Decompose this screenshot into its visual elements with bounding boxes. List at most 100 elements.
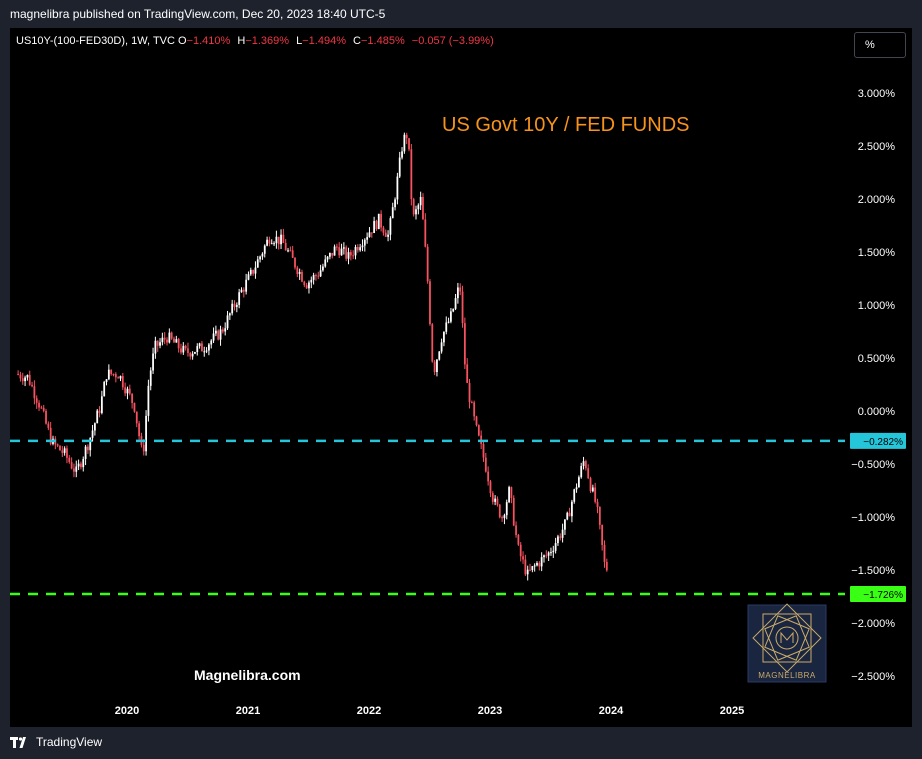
- candle-body: [226, 315, 229, 329]
- candle-body: [403, 134, 406, 152]
- candle-body: [247, 274, 250, 280]
- candle-body: [182, 345, 185, 353]
- candle-body: [566, 512, 569, 520]
- publish-info: magnelibra published on TradingView.com,…: [10, 7, 386, 21]
- candle-body: [245, 279, 248, 292]
- candle-body: [170, 332, 173, 339]
- tradingview-logo-icon: [10, 736, 26, 748]
- candle-body: [454, 298, 457, 309]
- candle-body: [554, 543, 557, 551]
- legend-low-value: −1.494%: [302, 35, 346, 47]
- candle-body: [557, 536, 559, 544]
- candle-body: [326, 256, 329, 260]
- candle-body: [463, 323, 466, 365]
- legend-symbol[interactable]: US10Y-(100-FED30D), 1W, TVC: [16, 35, 175, 47]
- candle-body: [415, 209, 417, 215]
- candle-body: [447, 321, 450, 323]
- candle-body: [589, 478, 592, 492]
- candle-body: [496, 498, 499, 505]
- y-tick-label: 0.000%: [858, 406, 896, 418]
- tradingview-brand[interactable]: TradingView: [10, 735, 102, 749]
- candle-body: [315, 275, 317, 277]
- percent-scale-button[interactable]: %: [854, 32, 906, 58]
- candle-body: [522, 556, 524, 560]
- price-label-badge: [850, 432, 906, 449]
- candle-body: [580, 466, 583, 478]
- candle-body: [361, 245, 364, 248]
- candle-body: [212, 333, 215, 341]
- candle-body: [552, 550, 555, 553]
- y-tick-label: −0.500%: [851, 459, 895, 471]
- candle-body: [601, 524, 604, 545]
- candle-body: [100, 396, 103, 413]
- candle-body: [426, 246, 429, 282]
- candle-body: [461, 291, 464, 324]
- percent-scale-label: %: [865, 39, 875, 51]
- candle-body: [59, 445, 61, 451]
- candle-body: [31, 384, 33, 387]
- candle-body: [228, 313, 231, 316]
- candle-body: [26, 374, 29, 378]
- candle-body: [559, 536, 562, 538]
- candle-body: [384, 232, 387, 237]
- candle-body: [524, 559, 527, 575]
- candle-body: [382, 227, 385, 233]
- candle-body: [417, 205, 420, 210]
- candle-body: [166, 339, 168, 343]
- candle-body: [373, 220, 376, 234]
- candle-body: [63, 448, 66, 453]
- candle-body: [508, 487, 510, 503]
- candle-body: [338, 247, 341, 256]
- candle-body: [380, 213, 382, 228]
- candle-body: [173, 338, 175, 343]
- candle-body: [443, 331, 445, 343]
- candle-body: [180, 348, 182, 353]
- candle-body: [424, 219, 427, 247]
- candle-body: [510, 487, 513, 498]
- candle-body: [21, 378, 24, 382]
- candle-body: [93, 423, 96, 431]
- x-tick-label: 2024: [599, 705, 624, 717]
- candle-body: [459, 287, 462, 292]
- candle-body: [191, 353, 194, 357]
- y-tick-label: 1.000%: [858, 300, 896, 312]
- candle-body: [401, 151, 403, 158]
- legend-high-value: −1.369%: [245, 35, 290, 47]
- candle-body: [277, 236, 280, 245]
- candle-body: [484, 457, 487, 472]
- candle-body: [221, 329, 224, 332]
- y-axis: 3.000% 2.500% 2.000% 1.500% 1.000% 0.500% 0.00…: [851, 88, 895, 683]
- candle-body: [161, 337, 164, 343]
- candle-body: [249, 269, 252, 275]
- y-tick-label: −2.500%: [851, 671, 895, 683]
- candle-body: [42, 407, 45, 411]
- candle-body: [594, 487, 597, 502]
- candle-body: [189, 352, 192, 357]
- candle-body: [470, 402, 473, 404]
- candle-body: [412, 199, 415, 215]
- candle-body: [89, 437, 92, 451]
- candle-body: [540, 557, 543, 567]
- candle-body: [110, 369, 113, 374]
- candle-body: [370, 232, 373, 234]
- candle-body: [571, 501, 573, 517]
- candle-body: [356, 246, 359, 251]
- candle-body: [582, 461, 585, 467]
- candle-body: [291, 250, 294, 258]
- candle-body: [24, 377, 26, 382]
- candle-body: [340, 248, 343, 256]
- candle-body: [135, 411, 138, 424]
- candle-body: [103, 381, 106, 397]
- candle-body: [501, 517, 503, 519]
- candle-body: [287, 250, 289, 252]
- candle-body: [175, 339, 178, 343]
- candle-body: [349, 252, 352, 256]
- legend-open-value: −1.410%: [186, 35, 231, 47]
- candle-body: [270, 243, 273, 245]
- candle-body: [40, 407, 43, 409]
- candle-body: [280, 234, 282, 245]
- y-tick-label: 0.500%: [858, 353, 896, 365]
- candle-body: [477, 425, 480, 436]
- candle-body: [45, 410, 47, 424]
